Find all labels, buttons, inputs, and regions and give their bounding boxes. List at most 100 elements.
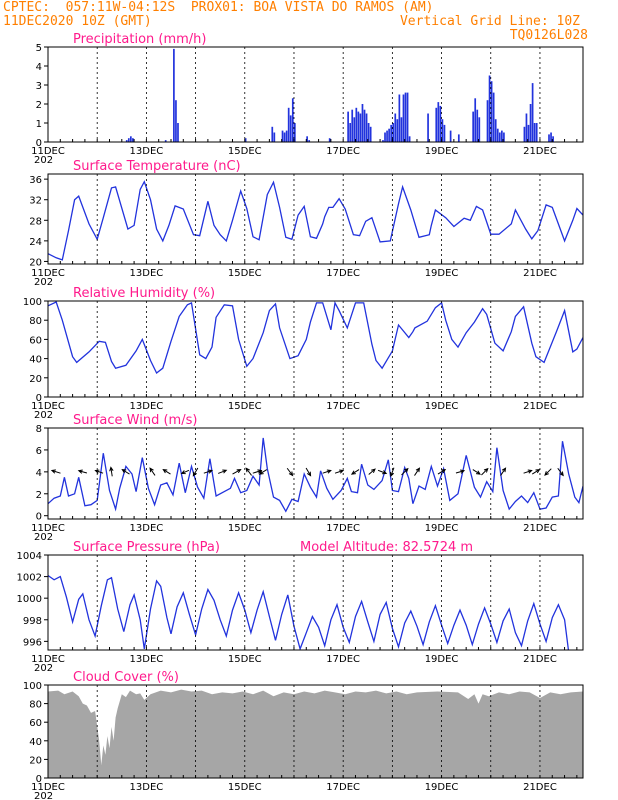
wind-vector [258, 469, 268, 475]
precip-bar [435, 107, 438, 142]
precip-bar [357, 111, 360, 142]
precip-bar [173, 48, 175, 142]
x-tick-label: 13DEC [130, 523, 164, 534]
precip-bar [271, 126, 274, 142]
x-tick-label: 21DEC [523, 523, 557, 534]
precip-bar [427, 113, 429, 142]
y-tick-label: 36 [29, 175, 42, 186]
wind-vector [500, 467, 507, 476]
panel-title: Relative Humidity (%) [73, 286, 215, 301]
series-line [48, 180, 583, 261]
panel-title: Surface Pressure (hPa) [73, 540, 220, 555]
precip-bar [365, 113, 368, 142]
panel-frame [47, 173, 584, 265]
wind-vector [544, 468, 552, 476]
precip-bar [283, 132, 286, 142]
precip-bar [437, 102, 440, 142]
precip-bar [529, 104, 532, 142]
wind-vector [232, 469, 242, 475]
x-tick-label: 15DEC [228, 146, 262, 157]
panel-4 [44, 427, 584, 520]
precip-bar [355, 107, 358, 142]
precip-bar [474, 98, 477, 142]
precip-bar [496, 128, 499, 142]
precip-bar [164, 140, 167, 142]
y-tick-label: 3 [36, 81, 42, 92]
precip-bar [548, 134, 550, 142]
y-tick-label: 24 [29, 237, 42, 248]
precip-bar [359, 113, 362, 142]
series-line [48, 437, 583, 513]
precip-bar [531, 83, 534, 142]
precip-bar [390, 124, 393, 142]
precip-bar [402, 94, 405, 142]
x-tick-label: 11DEC [31, 268, 65, 279]
panel-frame [47, 684, 584, 779]
precip-bar [177, 123, 179, 142]
precip-bar [369, 126, 372, 142]
wind-vector [523, 469, 533, 474]
y-tick-label: 80 [29, 316, 42, 327]
x-tick-label: 19DEC [425, 654, 459, 665]
precip-bar [285, 130, 288, 142]
precip-bar [503, 132, 505, 142]
precip-bar [498, 132, 501, 142]
x-year-label: 202 [34, 532, 53, 543]
y-tick-label: 2 [36, 490, 42, 501]
wind-vector [481, 467, 489, 476]
wind-vector [109, 466, 114, 477]
y-tick-label: 4 [36, 62, 42, 73]
header-grid-info: Vertical Grid Line: 10Z [399, 14, 580, 29]
y-tick-label: 20 [29, 374, 42, 385]
x-tick-label: 17DEC [326, 401, 360, 412]
panel-subtitle: Model Altitude: 82.5724 m [300, 540, 473, 555]
panel-3 [44, 300, 584, 398]
precip-bar [488, 75, 491, 142]
x-tick-label: 17DEC [326, 268, 360, 279]
y-tick-label: 8 [36, 424, 42, 435]
series-line [48, 574, 570, 650]
y-tick-label: 0 [36, 774, 42, 785]
y-tick-label: 100 [23, 681, 42, 692]
y-tick-label: 20 [29, 755, 42, 766]
precip-bar [349, 123, 352, 142]
y-tick-label: 2 [36, 100, 42, 111]
precip-bar [490, 81, 493, 142]
panel-frame [47, 300, 584, 398]
precip-bar [486, 100, 489, 142]
header-model-code: TQ0126L028 [509, 28, 588, 43]
y-tick-label: 100 [23, 297, 42, 308]
precip-bar [533, 123, 536, 142]
precip-bar [552, 136, 554, 142]
precip-bar [291, 98, 294, 142]
precip-bar [353, 117, 356, 142]
precip-bar [386, 130, 388, 142]
x-year-label: 202 [34, 663, 53, 674]
precip-bar [244, 138, 247, 142]
wind-vector [322, 469, 332, 474]
precip-bar [287, 107, 290, 142]
x-tick-label: 19DEC [425, 523, 459, 534]
y-tick-label: 998 [23, 616, 42, 627]
precip-bar [550, 132, 552, 142]
x-tick-label: 15DEC [228, 782, 262, 793]
precip-bar [384, 132, 386, 142]
y-tick-label: 20 [29, 257, 42, 268]
precip-bar [408, 136, 411, 142]
series-line [48, 301, 583, 375]
panel-1 [44, 46, 584, 143]
wind-vector [401, 467, 409, 476]
precip-bar [449, 130, 452, 142]
wind-vector [162, 468, 171, 475]
precip-bar [361, 104, 364, 142]
precip-bar [394, 113, 397, 142]
x-tick-label: 11DEC [31, 523, 65, 534]
wind-vector [50, 469, 61, 474]
x-tick-label: 11DEC [31, 654, 65, 665]
x-tick-label: 21DEC [523, 654, 557, 665]
precip-bar [347, 111, 349, 142]
precip-bar [396, 119, 399, 142]
x-tick-label: 11DEC [31, 401, 65, 412]
y-tick-label: 40 [29, 737, 42, 748]
